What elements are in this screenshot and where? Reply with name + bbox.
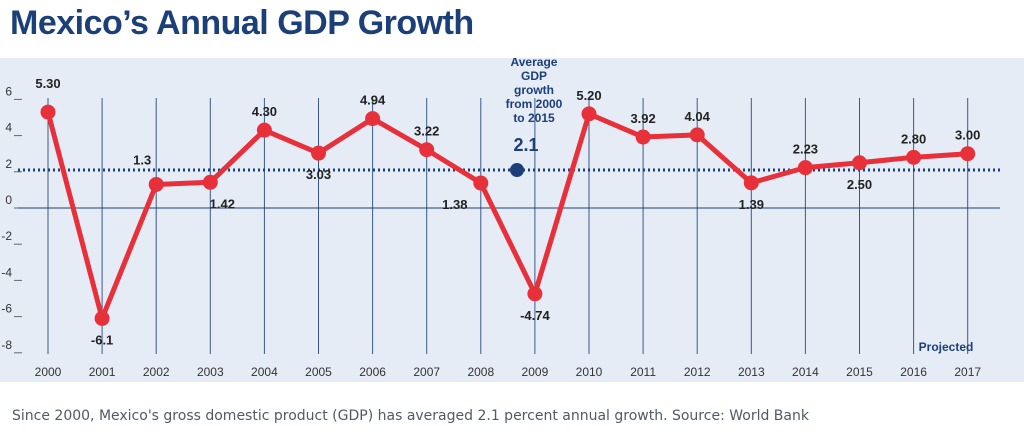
x-tick-label: 2014 xyxy=(792,365,819,379)
data-label: 5.20 xyxy=(576,88,601,103)
series-line xyxy=(45,109,971,321)
data-point xyxy=(527,286,543,302)
average-annotation-line: GDP xyxy=(521,69,547,83)
y-tick-label: -4 xyxy=(1,265,12,279)
data-point xyxy=(202,174,218,190)
data-point xyxy=(797,160,813,176)
data-point xyxy=(635,129,651,145)
source-caption: Since 2000, Mexico's gross domestic prod… xyxy=(12,408,809,424)
data-point xyxy=(743,175,759,191)
gdp-line-chart: 6 4 2 0 -2 -4 -6 -8 2000 2001 2002 2003 2004 2005 2006… xyxy=(1,58,1000,379)
data-point xyxy=(94,310,110,326)
data-point xyxy=(365,111,381,127)
average-annotation-line: from 2000 xyxy=(506,97,563,111)
data-label: 3.92 xyxy=(630,111,655,126)
x-tick-label: 2006 xyxy=(359,365,386,379)
data-label: -4.74 xyxy=(520,308,550,323)
y-tick-label: -2 xyxy=(1,229,12,243)
data-point xyxy=(473,175,489,191)
data-label: 1.42 xyxy=(210,196,235,211)
x-tick-label: 2016 xyxy=(900,365,927,379)
x-tick-label: 2015 xyxy=(846,365,873,379)
data-label: 4.30 xyxy=(252,104,277,119)
average-value-label: 2.1 xyxy=(513,135,538,155)
data-point xyxy=(906,149,922,165)
data-label: -6.1 xyxy=(91,332,113,347)
x-tick-label: 2011 xyxy=(630,365,656,379)
chart-title: Mexico’s Annual GDP Growth xyxy=(10,4,474,42)
data-point xyxy=(148,176,164,192)
y-tick-label: 0 xyxy=(5,193,12,207)
data-label: 3.03 xyxy=(306,167,331,182)
chart-panel: 6 4 2 0 -2 -4 -6 -8 2000 2001 2002 2003 2004 2005 2006… xyxy=(0,58,1024,382)
data-label: 1.39 xyxy=(739,197,764,212)
average-annotation-line: growth xyxy=(514,83,554,97)
data-label: 2.50 xyxy=(847,177,872,192)
x-tick-label: 2009 xyxy=(522,365,549,379)
data-label: 3.22 xyxy=(414,124,439,139)
y-tick-label: 4 xyxy=(5,121,12,135)
data-label: 3.00 xyxy=(955,128,980,143)
x-tick-label: 2008 xyxy=(467,365,494,379)
data-point xyxy=(311,145,326,161)
x-tick-label: 2007 xyxy=(413,365,440,379)
data-label: 1.3 xyxy=(133,152,151,167)
x-tick-label: 2002 xyxy=(143,365,170,379)
data-label: 4.94 xyxy=(360,93,386,108)
data-label: 5.30 xyxy=(35,76,60,91)
x-tick-label: 2005 xyxy=(305,365,332,379)
x-tick-label: 2003 xyxy=(197,365,224,379)
average-annotation-line: Average xyxy=(511,58,558,69)
data-point xyxy=(852,155,867,171)
data-point xyxy=(960,146,976,162)
y-tick-label: -6 xyxy=(1,302,12,316)
data-point xyxy=(256,122,272,138)
data-label: 2.80 xyxy=(901,131,926,146)
data-point xyxy=(689,127,705,143)
x-tick-label: 2000 xyxy=(35,365,62,379)
x-tick-label: 2001 xyxy=(89,365,116,379)
x-tick-label: 2017 xyxy=(954,365,981,379)
x-tick-label: 2004 xyxy=(251,365,278,379)
average-annotation-line: to 2015 xyxy=(513,111,555,125)
data-point xyxy=(40,104,56,120)
data-point xyxy=(419,142,435,158)
x-tick-label: 2010 xyxy=(576,365,603,379)
y-tick-label: 2 xyxy=(5,157,12,171)
y-tick-label: -8 xyxy=(1,338,12,352)
projected-label: Projected xyxy=(919,340,974,354)
data-label: 1.38 xyxy=(442,197,467,212)
data-label: 4.04 xyxy=(685,109,711,124)
x-tick-label: 2012 xyxy=(684,365,711,379)
x-tick-label: 2013 xyxy=(738,365,765,379)
y-tick-label: 6 xyxy=(5,84,12,98)
average-marker xyxy=(510,162,524,177)
data-point xyxy=(581,106,597,122)
data-label: 2.23 xyxy=(793,142,818,157)
